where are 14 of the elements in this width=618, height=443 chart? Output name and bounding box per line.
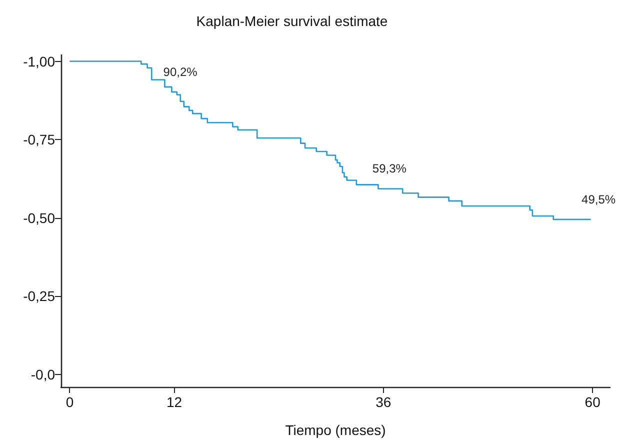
chart-title: Kaplan-Meier survival estimate xyxy=(196,13,388,29)
y-tick-label: -0,0 xyxy=(30,366,56,382)
x-axis-title: Tiempo (meses) xyxy=(285,422,386,438)
x-tick-label: 12 xyxy=(166,394,182,410)
y-tick-label: -0,25 xyxy=(23,288,56,304)
x-tick-label: 0 xyxy=(66,394,74,410)
annotation: 49,5% xyxy=(582,192,616,206)
annotation: 59,3% xyxy=(372,162,407,176)
x-tick-label: 60 xyxy=(584,394,601,410)
x-tick-label: 36 xyxy=(376,394,392,410)
y-tick-label: -0,75 xyxy=(23,132,56,148)
annotation: 90,2% xyxy=(163,64,198,79)
y-tick-label: -1,00 xyxy=(23,53,56,70)
y-tick-label: -0,50 xyxy=(23,210,56,226)
